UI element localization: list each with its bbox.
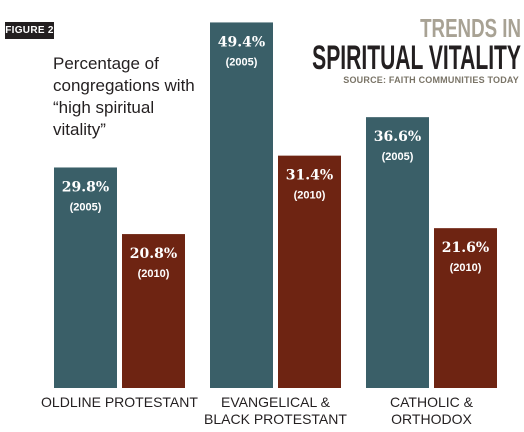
bar-oldline-2010 — [122, 234, 185, 388]
chart-subtitle: Percentage of congregations with “high s… — [53, 54, 195, 139]
bar-catholic-2005 — [366, 117, 429, 388]
category-label-oldline: OLDLINE PROTESTANT — [41, 394, 198, 410]
value-label-evangelical-2010: 31.4% — [286, 168, 333, 184]
value-label-catholic-2005: 36.6% — [374, 129, 421, 145]
category-label-evangelical: EVANGELICAL & BLACK PROTESTANT — [204, 394, 347, 427]
bar-catholic-2010 — [434, 228, 497, 388]
value-label-oldline-2010: 20.8% — [130, 246, 177, 262]
bar-evangelical-2005 — [210, 22, 273, 388]
year-label-catholic-2005: (2005) — [382, 151, 414, 163]
year-label-evangelical-2005: (2005) — [226, 56, 258, 68]
value-label-oldline-2005: 29.8% — [62, 179, 109, 195]
chart-title-line2: SPIRITUAL VITALITY — [312, 39, 521, 77]
chart-title-line1: TRENDS IN — [420, 13, 521, 43]
source-note: SOURCE: FAITH COMMUNITIES TODAY — [343, 75, 519, 85]
year-label-oldline-2005: (2005) — [70, 201, 102, 213]
value-label-catholic-2010: 21.6% — [442, 240, 489, 256]
value-label-evangelical-2005: 49.4% — [218, 34, 265, 50]
figure-label: FIGURE 2 — [5, 22, 54, 39]
year-label-catholic-2010: (2010) — [450, 262, 482, 274]
bar-evangelical-2010 — [278, 155, 341, 388]
year-label-oldline-2010: (2010) — [138, 268, 170, 280]
category-label-catholic: CATHOLIC & ORTHODOX — [390, 394, 473, 427]
year-label-evangelical-2010: (2010) — [294, 190, 326, 202]
bar-oldline-2005 — [54, 167, 117, 388]
